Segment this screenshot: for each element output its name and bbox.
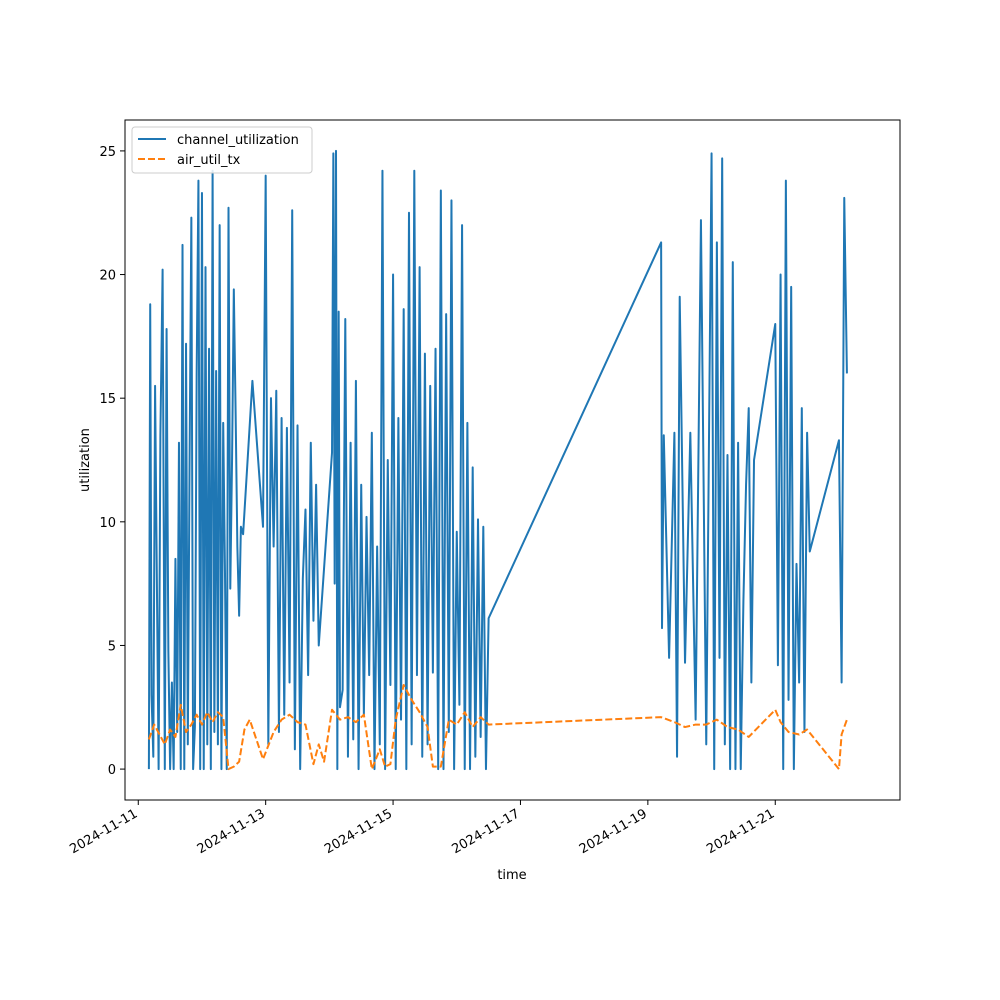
x-axis: 2024-11-11 2024-11-13 2024-11-15 2024-11-17… (67, 800, 777, 857)
legend-box (131, 126, 313, 174)
x-tick-label: 2024-11-11 (67, 806, 140, 857)
x-tick-label: 2024-11-13 (195, 806, 268, 857)
x-tick-label: 2024-11-19 (577, 806, 650, 857)
legend-label: air_util_tx (177, 153, 241, 168)
x-tick-label: 2024-11-15 (322, 806, 395, 857)
y-tick-label: 20 (99, 269, 116, 284)
plot-background (125, 120, 900, 800)
y-tick-label: 5 (108, 639, 116, 654)
y-axis-label: utilization (78, 428, 93, 492)
y-tick-label: 10 (99, 516, 116, 531)
y-axis: 0 5 10 15 20 25 (99, 145, 125, 778)
x-tick-label: 2024-11-17 (450, 806, 523, 857)
series-line-air-util-tx (147, 684, 848, 771)
series-line-channel-utilization (147, 149, 848, 771)
x-axis-label: time (497, 868, 526, 883)
plot-frame (124, 119, 901, 801)
legend: channel_utilization air_util_tx (131, 126, 313, 174)
legend-label: channel_utilization (177, 133, 299, 148)
series-layer (147, 149, 848, 771)
y-tick-label: 0 (108, 763, 116, 778)
y-tick-label: 15 (99, 392, 116, 407)
y-tick-label: 25 (99, 145, 116, 160)
x-tick-label: 2024-11-21 (704, 806, 777, 857)
